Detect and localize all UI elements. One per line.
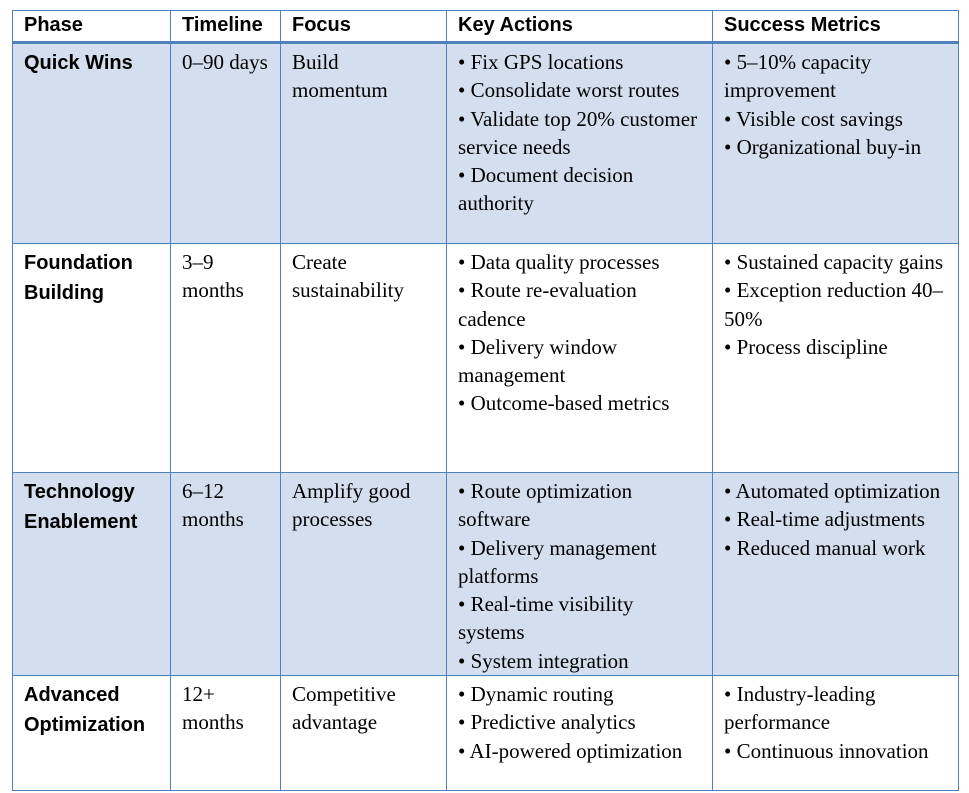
list-item: • Sustained capacity gains xyxy=(724,250,944,274)
list-item: • Automated optimization xyxy=(724,479,941,503)
list-item: • Real-time adjustments xyxy=(724,507,925,532)
focus-cell: Amplify good processes xyxy=(280,471,447,677)
list-item: • Delivery management platforms xyxy=(458,535,657,588)
list-item: • Validate top 20% customer service need… xyxy=(458,106,698,159)
list-item: • Reduced manual work xyxy=(724,535,926,560)
actions-cell: • Dynamic routing • Predictive analytics •… xyxy=(446,675,713,792)
list-item: • Organizational buy-in xyxy=(724,134,922,159)
phase-cell: Technology Enablement xyxy=(12,471,171,677)
header-cell: Key Actions xyxy=(446,10,713,44)
list-item: • Delivery window management xyxy=(458,334,617,388)
actions-cell: • Route optimization software • Delivery … xyxy=(446,471,713,677)
list-item: • Continuous innovation xyxy=(724,738,929,763)
header-cell: Phase xyxy=(12,10,171,44)
metrics-cell: • Sustained capacity gains • Exception re… xyxy=(712,243,959,473)
list-item: • Route optimization software xyxy=(458,479,633,532)
phase-table: Phase Timeline Focus Key Actions Success Met… xyxy=(12,10,959,792)
header-cell: Focus xyxy=(280,10,447,44)
focus-cell: Build momentum xyxy=(280,42,447,244)
table-row: Technology Enablement 6–12 months Amplify … xyxy=(12,471,959,677)
metrics-cell: • Automated optimization • Real-time adju… xyxy=(712,471,959,677)
list-item: • Exception reduction 40–50% xyxy=(724,278,944,331)
metrics-cell: • 5–10% capacity improvement • Visible co… xyxy=(712,42,959,244)
list-item: • 5–10% capacity improvement xyxy=(724,50,872,103)
list-item: • Fix GPS locations xyxy=(458,50,624,74)
list-item: • Predictive analytics xyxy=(458,710,636,735)
list-item: • Process discipline xyxy=(724,334,888,359)
table-wrap: Phase Timeline Focus Key Actions Success Met… xyxy=(12,10,959,792)
list-item: • AI-powered optimization xyxy=(458,738,683,763)
metrics-cell: • Industry-leading performance • Continuo… xyxy=(712,675,959,792)
table-row: Foundation Building 3–9 months Create sust… xyxy=(12,243,959,473)
list-item: • Route re-evaluation cadence xyxy=(458,278,637,331)
phase-cell: Quick Wins xyxy=(12,42,171,244)
list-item: • Real-time visibility systems xyxy=(458,592,634,645)
list-item: • Consolidate worst routes xyxy=(458,78,680,103)
list-item: • Dynamic routing xyxy=(458,682,614,707)
list-item: • Visible cost savings xyxy=(724,106,903,131)
list-item: • Outcome-based metrics xyxy=(458,391,670,416)
timeline-cell: 0–90 days xyxy=(170,42,281,244)
list-item: • Document decision authority xyxy=(458,163,634,216)
timeline-cell: 6–12 months xyxy=(170,471,281,677)
list-item: • System integration xyxy=(458,648,629,673)
table-row: Advanced Optimization 12+ months Competiti… xyxy=(12,675,959,792)
header-cell: Timeline xyxy=(170,10,281,44)
phase-cell: Advanced Optimization xyxy=(12,675,171,792)
focus-cell: Competitive advantage xyxy=(280,675,447,792)
table-row: Quick Wins 0–90 days Build momentum • Fix G… xyxy=(12,42,959,244)
header-row: Phase Timeline Focus Key Actions Success Met… xyxy=(12,10,959,44)
list-item: • Industry-leading performance xyxy=(724,682,876,735)
list-item: • Data quality processes xyxy=(458,250,660,274)
actions-cell: • Data quality processes • Route re-evalu… xyxy=(446,243,713,473)
phase-cell: Foundation Building xyxy=(12,243,171,473)
actions-cell: • Fix GPS locations • Consolidate worst r… xyxy=(446,42,713,244)
header-cell: Success Metrics xyxy=(712,10,959,44)
timeline-cell: 3–9 months xyxy=(170,243,281,473)
timeline-cell: 12+ months xyxy=(170,675,281,792)
focus-cell: Create sustainability xyxy=(280,243,447,473)
